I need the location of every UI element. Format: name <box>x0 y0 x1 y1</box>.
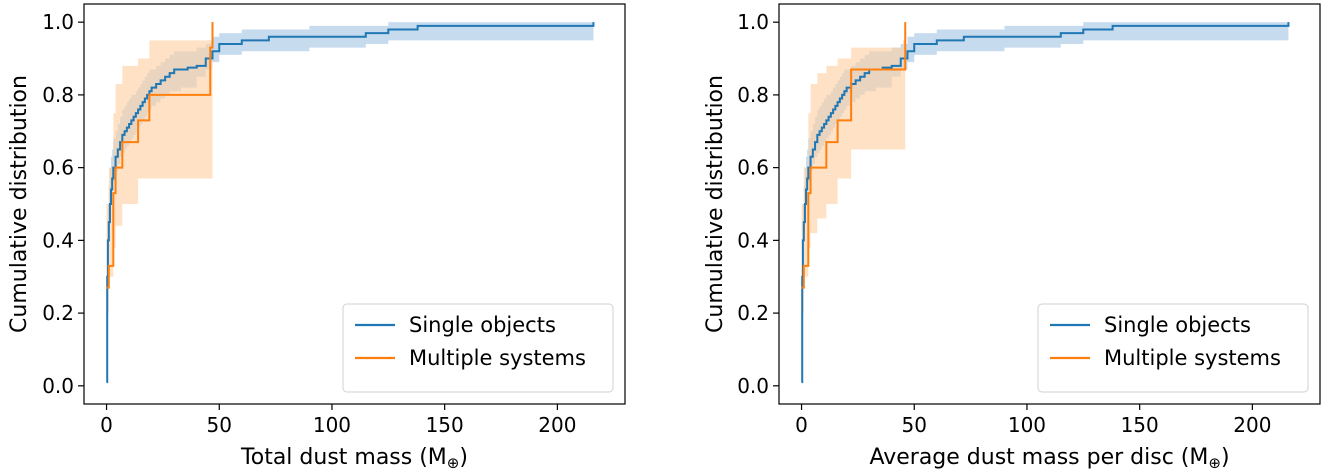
y-tick-label: 1.0 <box>737 10 769 34</box>
y-tick-label: 0.6 <box>737 156 769 180</box>
confidence-band-multiple-systems <box>106 22 213 332</box>
legend-entry-label: Multiple systems <box>409 346 586 370</box>
x-tick-label: 150 <box>1121 413 1159 437</box>
x-tick-label: 150 <box>426 413 464 437</box>
y-tick-label: 0.8 <box>737 83 769 107</box>
x-tick-label: 200 <box>538 413 576 437</box>
series-line-single-objects <box>801 22 1290 384</box>
y-tick-label: 0.0 <box>42 374 74 398</box>
y-tick-label: 0.4 <box>737 228 769 252</box>
x-axis-label: Total dust mass (M⊕) <box>240 445 468 472</box>
x-tick-label: 100 <box>313 413 351 437</box>
legend: Single objects Multiple systems <box>1037 303 1309 393</box>
series-line-single-objects <box>106 22 595 384</box>
legend-entry-label: Multiple systems <box>1104 346 1281 370</box>
x-tick-label: 0 <box>795 413 808 437</box>
confidence-band-multiple-systems <box>801 22 906 332</box>
chart-panel-average-dust-mass: 0 50 100 150 200 0.0 0.2 0.4 0.6 0.8 1.0 Average du… <box>703 3 1321 472</box>
plot-area <box>801 22 1290 386</box>
axes-frame <box>83 3 626 405</box>
chart-panel-total-dust-mass: 0 50 100 150 200 0.0 0.2 0.4 0.6 0.8 1.0 Total dust… <box>7 3 626 472</box>
axes-frame <box>778 3 1321 405</box>
y-axis-label: Cumulative distribution <box>703 75 728 333</box>
y-tick-label: 0.2 <box>737 301 769 325</box>
y-axis-label: Cumulative distribution <box>7 75 32 333</box>
y-tick-label: 0.2 <box>42 301 74 325</box>
series-line-multiple-systems <box>801 22 907 289</box>
series-line-multiple-systems <box>106 22 214 289</box>
y-tick-label: 0.0 <box>737 374 769 398</box>
y-tick-label: 0.4 <box>42 228 74 252</box>
x-tick-label: 50 <box>207 413 232 437</box>
plot-area <box>106 22 595 386</box>
legend-entry-label: Single objects <box>409 313 556 337</box>
legend-entry-label: Single objects <box>1104 313 1251 337</box>
x-tick-label: 200 <box>1233 413 1271 437</box>
x-tick-label: 50 <box>902 413 927 437</box>
x-tick-label: 100 <box>1008 413 1046 437</box>
y-tick-label: 1.0 <box>42 10 74 34</box>
legend-box <box>1037 303 1309 393</box>
legend: Single objects Multiple systems <box>342 303 614 393</box>
x-tick-label: 0 <box>100 413 113 437</box>
x-axis-label: Average dust mass per disc (M⊕) <box>869 445 1229 472</box>
y-tick-label: 0.6 <box>42 156 74 180</box>
y-tick-label: 0.8 <box>42 83 74 107</box>
legend-box <box>342 303 614 393</box>
